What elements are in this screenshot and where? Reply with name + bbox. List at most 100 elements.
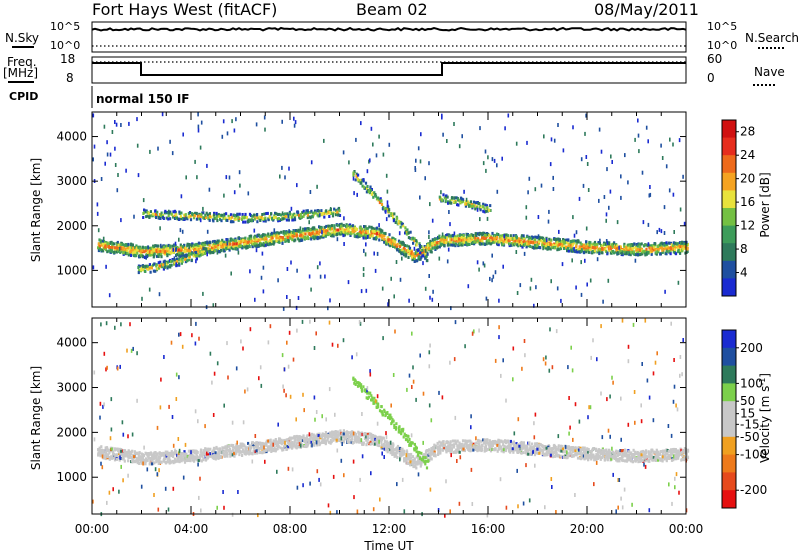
noise-mark [162, 112, 164, 116]
range-gate-mark [472, 241, 474, 244]
range-gate-mark [100, 248, 102, 251]
noise-mark [560, 299, 562, 303]
range-gate-mark [204, 252, 206, 255]
range-gate-mark [294, 218, 296, 221]
noise-mark [288, 214, 290, 218]
noise-mark [157, 147, 159, 151]
nsky-line [92, 28, 686, 31]
range-gate-mark [409, 457, 411, 460]
noise-mark [182, 230, 184, 234]
range-gate-mark [626, 247, 628, 250]
range-gate-mark [168, 457, 170, 460]
range-gate-mark [242, 445, 244, 448]
range-gate-mark [440, 243, 442, 246]
range-gate-mark [407, 462, 409, 465]
noise-mark [408, 299, 410, 303]
range-gate-mark [668, 246, 670, 249]
noise-mark [624, 153, 626, 157]
range-gate-mark [332, 234, 334, 237]
range-gate-mark [365, 182, 367, 185]
range-gate-mark [380, 438, 382, 441]
noise-mark [487, 155, 489, 159]
range-gate-mark [225, 449, 227, 452]
noise-mark [378, 223, 380, 227]
noise-mark [479, 217, 481, 221]
range-gate-mark [447, 244, 449, 247]
range-gate-mark [169, 251, 171, 254]
range-gate-mark [400, 226, 402, 229]
noise-mark [531, 278, 533, 282]
noise-mark [496, 163, 498, 167]
range-gate-mark [111, 246, 113, 249]
noise-mark [120, 123, 122, 127]
range-gate-mark [411, 256, 413, 259]
noise-mark [319, 213, 321, 217]
range-gate-mark [482, 242, 484, 245]
noise-mark [363, 267, 365, 271]
range-gate-mark [153, 461, 155, 464]
noise-mark [520, 283, 522, 287]
range-gate-mark [142, 457, 144, 460]
noise-mark [638, 134, 640, 138]
range-gate-mark [256, 449, 258, 452]
range-gate-mark [156, 452, 158, 455]
noise-mark [235, 117, 237, 121]
range-gate-mark [244, 245, 246, 248]
range-gate-mark [457, 199, 459, 202]
range-gate-mark [153, 270, 155, 273]
range-gate-mark [651, 250, 653, 253]
range-gate-mark [245, 453, 247, 456]
noise-mark [119, 247, 121, 251]
range-gate-mark [338, 209, 340, 212]
noise-mark [429, 202, 431, 206]
noise-mark [440, 190, 442, 194]
range-gate-mark [144, 270, 146, 273]
range-gate-mark [160, 255, 162, 258]
range-gate-mark [226, 219, 228, 222]
noise-mark [587, 162, 589, 166]
range-gate-mark [517, 239, 519, 242]
range-gate-mark [241, 454, 243, 457]
range-gate-mark [298, 239, 300, 242]
noise-mark [492, 157, 494, 161]
nsky-panel [92, 22, 686, 52]
noise-mark [579, 197, 581, 201]
range-gate-mark [164, 250, 166, 253]
range-gate-mark [627, 251, 629, 254]
noise-mark [387, 200, 389, 204]
range-gate-mark [298, 436, 300, 439]
noise-mark [420, 159, 422, 163]
noise-mark [141, 297, 143, 301]
range-gate-mark [175, 213, 177, 216]
noise-mark [580, 260, 582, 264]
range-gate-mark [637, 253, 639, 256]
range-gate-mark [282, 217, 284, 220]
range-gate-mark [109, 458, 111, 461]
range-gate-mark [214, 249, 216, 252]
noise-mark [669, 138, 671, 142]
noise-mark [264, 116, 266, 120]
noise-mark [383, 153, 385, 157]
range-gate-mark [589, 248, 591, 251]
range-gate-mark [136, 252, 138, 255]
noise-mark [538, 234, 540, 238]
range-gate-mark [414, 457, 416, 460]
range-gate-mark [583, 251, 585, 254]
range-gate-mark [302, 229, 304, 232]
range-gate-mark [286, 219, 288, 222]
range-gate-mark [220, 455, 222, 458]
range-gate-mark [318, 440, 320, 443]
range-gate-mark [308, 227, 310, 230]
range-gate-mark [216, 219, 218, 222]
range-gate-mark [215, 451, 217, 454]
range-gate-mark [387, 442, 389, 445]
noise-mark [489, 277, 491, 281]
range-gate-mark [196, 218, 198, 221]
noise-mark [115, 163, 117, 167]
noise-mark [527, 190, 529, 194]
range-gate-mark [598, 252, 600, 255]
range-gate-mark [356, 235, 358, 238]
noise-mark [97, 202, 99, 206]
range-gate-mark [166, 451, 168, 454]
